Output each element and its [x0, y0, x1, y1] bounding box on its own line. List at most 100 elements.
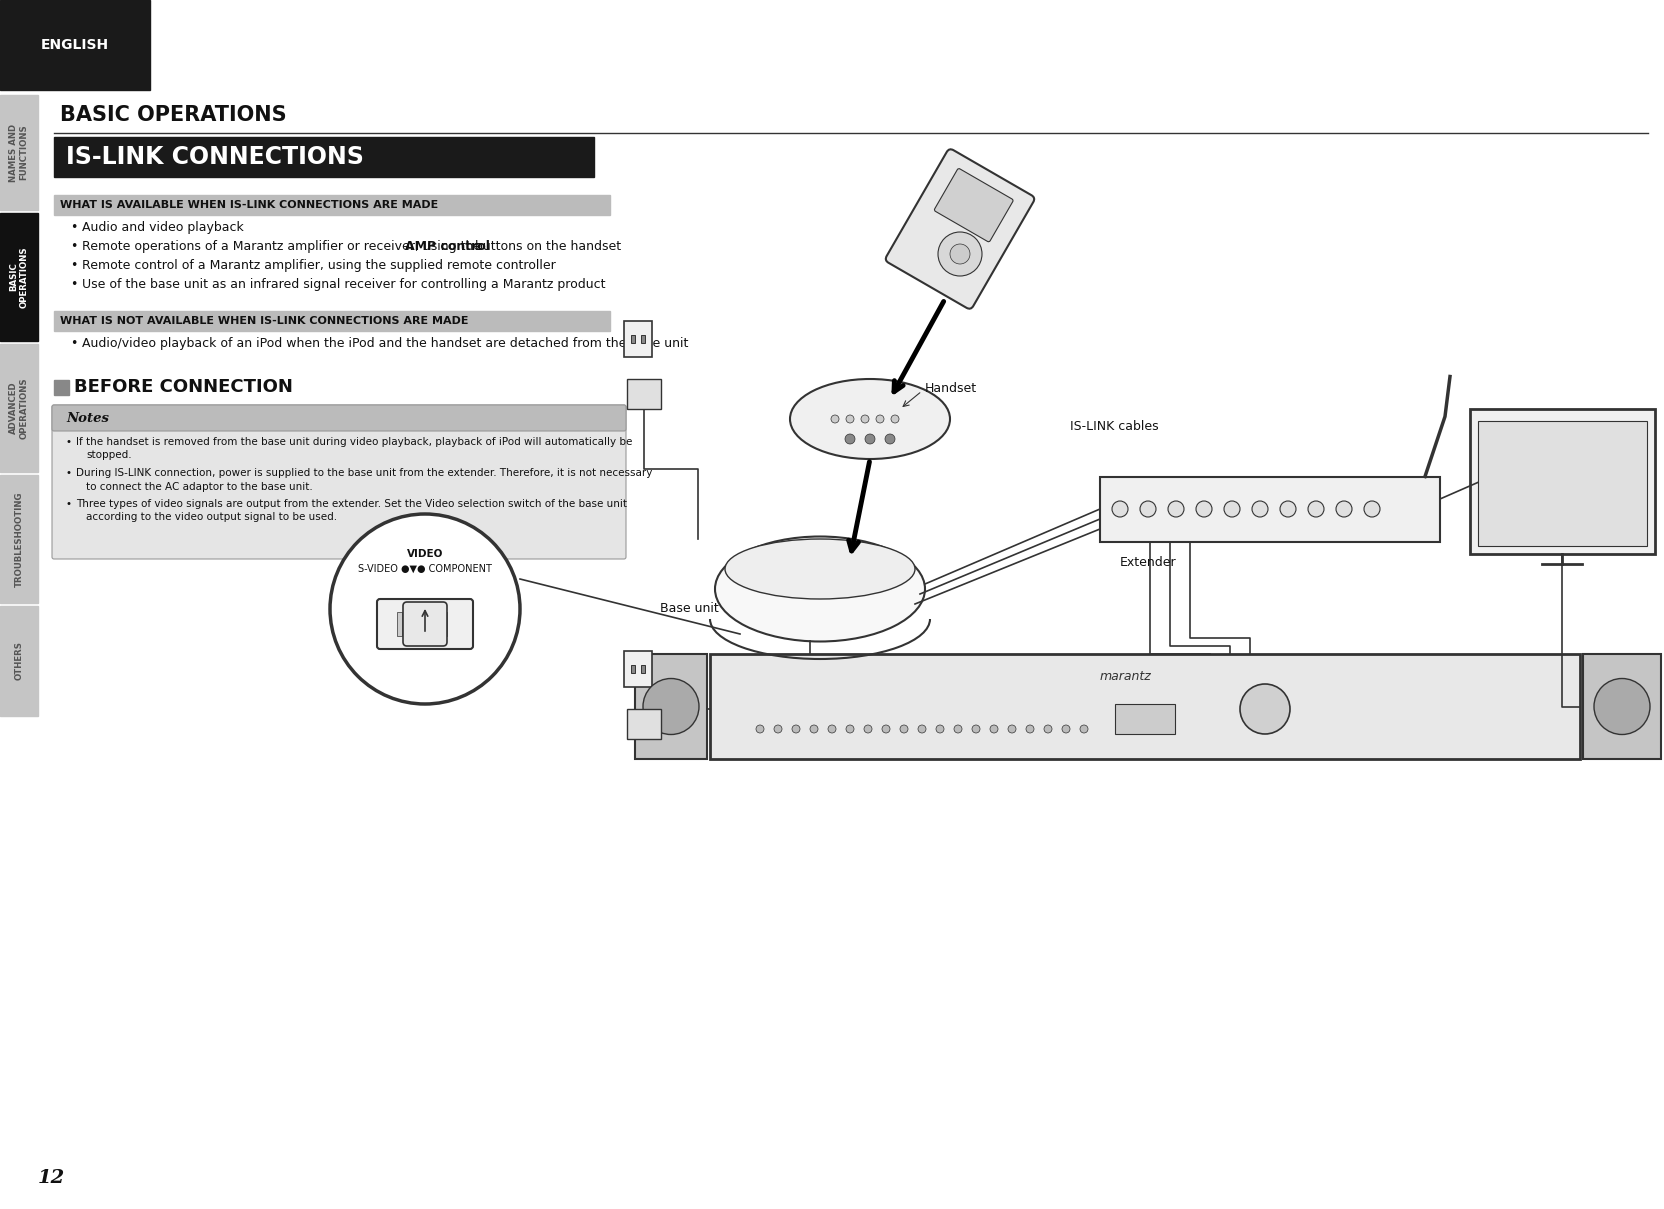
- Text: marantz: marantz: [1098, 671, 1150, 683]
- Bar: [0, 0, 150, 89]
- Ellipse shape: [789, 378, 950, 459]
- Text: •: •: [70, 241, 77, 253]
- Bar: [0, 606, 38, 716]
- FancyBboxPatch shape: [403, 602, 446, 646]
- Circle shape: [1195, 501, 1211, 517]
- Text: •: •: [70, 259, 77, 272]
- Circle shape: [809, 725, 817, 733]
- Bar: [634, 654, 707, 759]
- Text: OTHERS: OTHERS: [15, 642, 23, 681]
- Circle shape: [950, 244, 970, 264]
- Circle shape: [917, 725, 925, 733]
- Bar: [627, 378, 661, 409]
- Text: If the handset is removed from the base unit during video playback, playback of : If the handset is removed from the base …: [77, 436, 632, 447]
- Circle shape: [875, 415, 884, 423]
- Bar: [1478, 421, 1646, 546]
- Text: 12: 12: [38, 1169, 65, 1187]
- Bar: [1115, 704, 1175, 734]
- Text: WHAT IS NOT AVAILABLE WHEN IS-LINK CONNECTIONS ARE MADE: WHAT IS NOT AVAILABLE WHEN IS-LINK CONNE…: [60, 316, 468, 326]
- Circle shape: [953, 725, 962, 733]
- Circle shape: [990, 725, 997, 733]
- Text: Handset: Handset: [925, 382, 977, 395]
- Circle shape: [1363, 501, 1379, 517]
- Bar: [0, 475, 38, 603]
- Bar: [641, 665, 644, 673]
- Circle shape: [1592, 678, 1649, 735]
- Bar: [631, 335, 634, 343]
- Circle shape: [865, 434, 875, 444]
- Circle shape: [1043, 725, 1052, 733]
- Bar: [1582, 654, 1661, 759]
- Bar: [1469, 409, 1654, 554]
- Text: •: •: [70, 221, 77, 235]
- Circle shape: [774, 725, 782, 733]
- Text: according to the video output signal to be used.: according to the video output signal to …: [87, 513, 336, 522]
- Text: to connect the AC adaptor to the base unit.: to connect the AC adaptor to the base un…: [87, 481, 313, 492]
- Circle shape: [827, 725, 835, 733]
- FancyBboxPatch shape: [885, 149, 1033, 308]
- Text: WHAT IS AVAILABLE WHEN IS-LINK CONNECTIONS ARE MADE: WHAT IS AVAILABLE WHEN IS-LINK CONNECTIO…: [60, 199, 438, 210]
- Ellipse shape: [724, 539, 915, 598]
- FancyBboxPatch shape: [934, 168, 1012, 242]
- Circle shape: [890, 415, 899, 423]
- Circle shape: [792, 725, 799, 733]
- Bar: [0, 213, 38, 341]
- Circle shape: [900, 725, 907, 733]
- Circle shape: [845, 415, 854, 423]
- Circle shape: [1007, 725, 1015, 733]
- Text: Use of the base unit as an infrared signal receiver for controlling a Marantz pr: Use of the base unit as an infrared sign…: [82, 278, 606, 291]
- Circle shape: [1140, 501, 1155, 517]
- Text: During IS-LINK connection, power is supplied to the base unit from the extender.: During IS-LINK connection, power is supp…: [77, 468, 652, 478]
- Text: Remote control of a Marantz amplifier, using the supplied remote controller: Remote control of a Marantz amplifier, u…: [82, 259, 556, 272]
- Bar: [53, 137, 594, 177]
- Circle shape: [1080, 725, 1087, 733]
- Bar: [627, 708, 661, 739]
- Bar: [426, 612, 431, 636]
- Circle shape: [845, 725, 854, 733]
- Circle shape: [642, 678, 699, 735]
- Text: •: •: [70, 278, 77, 291]
- Text: Audio and video playback: Audio and video playback: [82, 221, 243, 235]
- Circle shape: [830, 415, 839, 423]
- FancyBboxPatch shape: [376, 598, 473, 649]
- Circle shape: [885, 434, 895, 444]
- Bar: [641, 335, 644, 343]
- Circle shape: [937, 232, 982, 276]
- Text: TROUBLESHOOTING: TROUBLESHOOTING: [15, 491, 23, 586]
- Circle shape: [935, 725, 943, 733]
- Ellipse shape: [714, 537, 925, 642]
- Circle shape: [329, 514, 519, 704]
- Circle shape: [1335, 501, 1351, 517]
- Text: Audio/video playback of an iPod when the iPod and the handset are detached from : Audio/video playback of an iPod when the…: [82, 337, 687, 349]
- Bar: [441, 612, 446, 636]
- Bar: [631, 665, 634, 673]
- Circle shape: [860, 415, 869, 423]
- Bar: [53, 195, 609, 215]
- Bar: [396, 612, 401, 636]
- Text: •: •: [67, 468, 72, 478]
- Bar: [0, 345, 38, 472]
- Text: •: •: [70, 337, 77, 349]
- Text: •: •: [67, 436, 72, 447]
- Circle shape: [1168, 501, 1183, 517]
- Circle shape: [1223, 501, 1240, 517]
- Text: ENGLISH: ENGLISH: [42, 37, 110, 52]
- FancyBboxPatch shape: [52, 405, 626, 430]
- Circle shape: [755, 725, 764, 733]
- Text: •: •: [67, 499, 72, 509]
- Bar: [624, 322, 652, 357]
- Text: BASIC
OPERATIONS: BASIC OPERATIONS: [10, 247, 28, 308]
- Text: Notes: Notes: [67, 411, 108, 424]
- Text: ADVANCED
OPERATIONS: ADVANCED OPERATIONS: [10, 377, 28, 439]
- Bar: [53, 380, 68, 395]
- Text: Remote operations of a Marantz amplifier or receiver, using the: Remote operations of a Marantz amplifier…: [82, 241, 484, 253]
- Bar: [411, 612, 416, 636]
- Text: NAMES AND
FUNCTIONS: NAMES AND FUNCTIONS: [10, 123, 28, 181]
- Text: buttons on the handset: buttons on the handset: [471, 241, 621, 253]
- FancyBboxPatch shape: [52, 405, 626, 559]
- Text: Base unit: Base unit: [659, 602, 719, 615]
- Circle shape: [1240, 684, 1290, 734]
- Text: AMP control: AMP control: [404, 241, 489, 253]
- Text: IS-LINK CONNECTIONS: IS-LINK CONNECTIONS: [67, 145, 364, 169]
- Circle shape: [1062, 725, 1070, 733]
